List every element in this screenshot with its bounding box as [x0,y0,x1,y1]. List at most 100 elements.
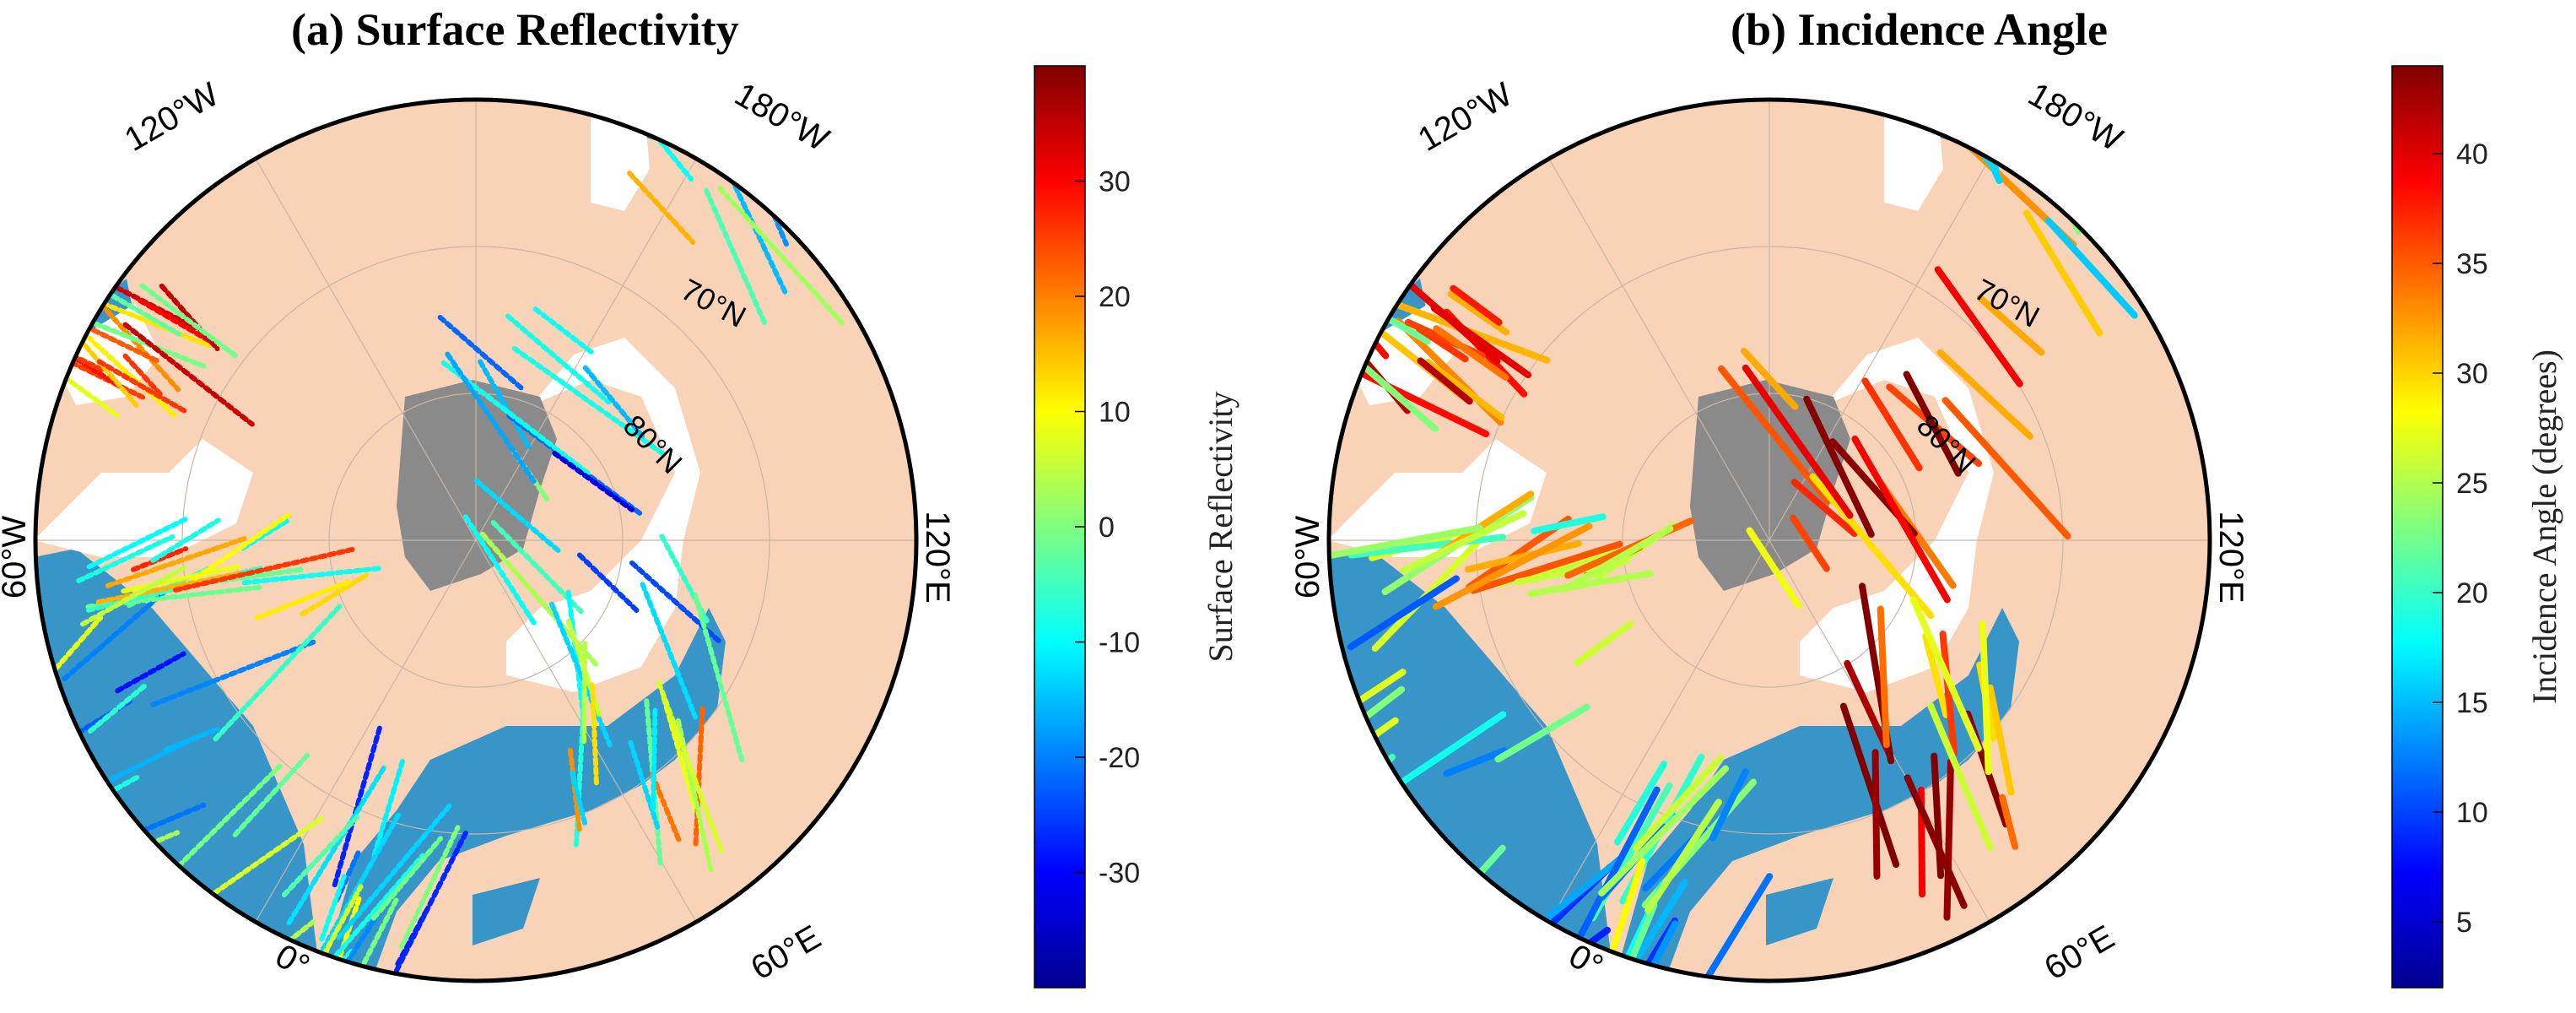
track-segment [667,100,741,154]
track-segment [1803,395,1875,538]
track-segment [96,359,189,414]
colorbar-tick-label: -10 [1099,627,1140,659]
track-segment [627,171,696,246]
track-segment [552,451,635,512]
track-segment [1447,290,1510,336]
lon-label-60e: 60°E [745,918,827,988]
track-segment [1633,754,1724,852]
track-segment [532,306,596,356]
track-segment [1606,858,1646,964]
track-segment [1922,632,1950,718]
track-segment [1839,702,1900,869]
track-segment [836,148,865,204]
track-segment [1939,631,1958,757]
track-segment [1742,364,1854,519]
track-segment [138,298,217,346]
track-segment [692,592,745,763]
track-segment [511,345,667,457]
track-segment [1943,758,1955,921]
track-segment [1443,747,1509,777]
colorbar-tick-label: 15 [2456,687,2488,719]
track-segment [717,186,845,326]
track-segment [589,682,600,788]
map-frame [33,97,919,983]
track-segment [437,314,526,392]
track-segment [462,514,537,627]
track-segment [88,681,149,734]
track-segment [150,639,317,707]
track-segment [1936,349,2033,440]
polar-map: 120°W 180°W 60°W 0° 60°E 120°E 70°N 80°N… [1293,65,2563,989]
track-segment [1430,304,1531,379]
track-segment [2135,251,2184,305]
track-segment [582,365,645,440]
track-segment [1598,765,1730,897]
track-segment [77,336,139,409]
track-segment [1347,534,1507,559]
track-segment [1560,525,1674,593]
track-segment [1424,359,1505,421]
track-segment [1433,523,1593,610]
track-segment [838,184,916,294]
colorbar-tick-label: 30 [1099,166,1131,198]
lon-label-180w: 180°W [728,76,835,159]
track-segment [650,772,683,845]
track-segment [336,801,454,940]
track-segment [1644,799,1722,914]
track-segment [693,706,705,851]
track-segment [1934,266,2023,387]
track-segment [172,546,359,593]
colorbar-tick-label: 10 [2456,797,2488,829]
track-segment [656,680,725,854]
track-segment [122,353,165,399]
track-segment [490,520,584,615]
track-segment [445,351,537,485]
track-segment [548,601,613,748]
map-body [1329,100,2210,981]
track-segment [2044,217,2138,319]
track-segment [1347,575,1460,651]
colorbar-tick-label: 10 [1099,397,1131,429]
track-segment [2063,143,2115,225]
track-segment [1329,913,1410,953]
track-segment [1790,479,1858,538]
track-segment [35,905,88,943]
track-segment [327,896,400,981]
track-segment [115,651,186,694]
track-segment [640,582,699,720]
colorbar-ticks: 40 35 30 25 20 15 10 5 [2433,138,2488,939]
track-segment [1903,371,1962,477]
colorbar-label: Surface Reflectivity [1202,392,1239,663]
track-segment [1576,786,1661,941]
colorbar-tick-label: -20 [1099,742,1140,774]
panel-title: (a) Surface Reflectivity [291,4,739,55]
track-segment [570,770,588,827]
colorbar-tick-label: 35 [2456,248,2488,280]
track-segment [294,884,364,981]
map-frame [1326,97,2212,983]
track-segment [1844,659,1894,759]
track-segment [394,828,470,973]
track-segment [139,283,241,360]
track-segment [1631,879,1688,967]
colorbar-ticks: 30 20 10 0 -10 -20 -30 [1075,166,1140,890]
track-segment [1999,794,2019,850]
track-segment [2096,198,2163,268]
track-segment [319,874,347,942]
track-segment [300,572,370,617]
track-segment [2141,226,2176,307]
track-segment [1871,749,1881,880]
map-body [35,100,916,981]
panel-surface-reflectivity: (a) Surface Reflectivity [0,0,1283,1013]
track-segment [1904,774,1968,909]
track-segment [130,546,189,572]
lon-label-60w: 60°W [0,516,33,599]
colorbar-tick-label: 20 [2456,577,2488,609]
lon-label-120e: 120°E [2212,511,2249,603]
colorbar-tick-label: 5 [2456,907,2472,939]
track-segment [213,603,343,742]
track-segment [162,763,283,882]
colorbar-tick-label: -30 [1099,858,1140,890]
colorbar-tick-label: 40 [2456,138,2488,171]
track-segment [1986,684,2015,796]
